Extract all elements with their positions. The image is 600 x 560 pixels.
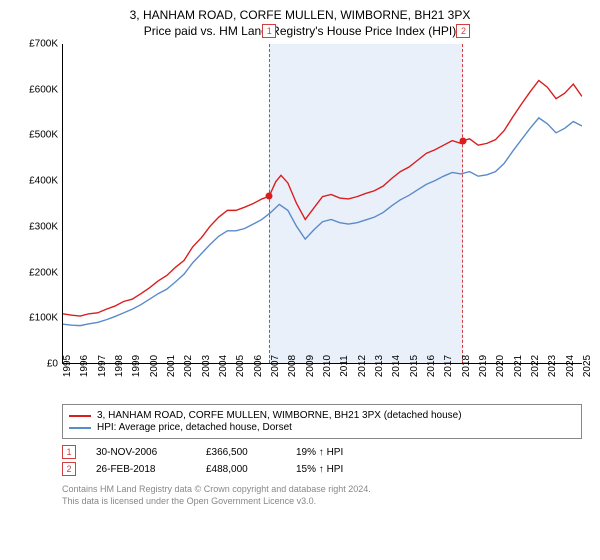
y-tick-label: £100K	[29, 313, 58, 324]
x-tick-label: 2002	[183, 355, 194, 377]
x-tick-label: 2015	[409, 355, 420, 377]
x-tick-label: 2019	[478, 355, 489, 377]
x-tick-label: 2009	[305, 355, 316, 377]
x-tick-label: 1999	[131, 355, 142, 377]
legend-label: HPI: Average price, detached house, Dors…	[97, 422, 292, 433]
x-tick-label: 2020	[495, 355, 506, 377]
plot-area: 12	[62, 44, 582, 364]
y-tick-label: £400K	[29, 176, 58, 187]
transaction-delta: 15% ↑ HPI	[296, 464, 343, 475]
footer-line-2: This data is licensed under the Open Gov…	[62, 496, 586, 508]
legend-swatch	[69, 427, 91, 429]
transaction-dot	[266, 193, 273, 200]
y-tick-label: £300K	[29, 221, 58, 232]
y-tick-label: £500K	[29, 130, 58, 141]
chart-area: £0£100K£200K£300K£400K£500K£600K£700K 12…	[14, 44, 586, 400]
y-tick-label: £600K	[29, 84, 58, 95]
x-tick-label: 2005	[235, 355, 246, 377]
transaction-marker: 1	[262, 24, 276, 38]
footer-line-1: Contains HM Land Registry data © Crown c…	[62, 484, 586, 496]
x-tick-label: 2010	[322, 355, 333, 377]
legend-box: 3, HANHAM ROAD, CORFE MULLEN, WIMBORNE, …	[62, 404, 582, 439]
x-tick-label: 2013	[374, 355, 385, 377]
y-axis-labels: £0£100K£200K£300K£400K£500K£600K£700K	[14, 44, 60, 400]
transaction-marker: 2	[456, 24, 470, 38]
x-tick-label: 2011	[339, 355, 350, 377]
chart-title-1: 3, HANHAM ROAD, CORFE MULLEN, WIMBORNE, …	[14, 8, 586, 22]
legend-label: 3, HANHAM ROAD, CORFE MULLEN, WIMBORNE, …	[97, 410, 462, 421]
chart-container: 3, HANHAM ROAD, CORFE MULLEN, WIMBORNE, …	[0, 0, 600, 560]
y-tick-label: £700K	[29, 39, 58, 50]
x-tick-label: 2008	[287, 355, 298, 377]
y-tick-label: £200K	[29, 267, 58, 278]
series-line-property	[63, 80, 582, 316]
legend-row: HPI: Average price, detached house, Dors…	[69, 422, 575, 433]
legend-swatch	[69, 415, 91, 417]
x-tick-label: 2016	[426, 355, 437, 377]
x-tick-label: 1995	[62, 355, 73, 377]
x-tick-label: 2021	[513, 355, 524, 377]
chart-title-2: Price paid vs. HM Land Registry's House …	[14, 24, 586, 38]
x-tick-label: 2007	[270, 355, 281, 377]
x-tick-label: 2006	[253, 355, 264, 377]
x-tick-label: 1996	[79, 355, 90, 377]
x-tick-label: 2014	[391, 355, 402, 377]
x-tick-label: 1998	[114, 355, 125, 377]
transaction-price: £488,000	[206, 464, 276, 475]
transaction-row-marker: 2	[62, 462, 76, 476]
x-tick-label: 2003	[201, 355, 212, 377]
line-svg	[63, 44, 582, 363]
transaction-row-marker: 1	[62, 445, 76, 459]
y-tick-label: £0	[47, 359, 58, 370]
x-tick-label: 2001	[166, 355, 177, 377]
transaction-delta: 19% ↑ HPI	[296, 447, 343, 458]
transaction-row: 1 30-NOV-2006 £366,500 19% ↑ HPI	[62, 445, 586, 459]
x-tick-label: 2023	[547, 355, 558, 377]
x-tick-label: 2018	[461, 355, 472, 377]
footer-text: Contains HM Land Registry data © Crown c…	[62, 484, 586, 507]
transaction-price: £366,500	[206, 447, 276, 458]
legend-row: 3, HANHAM ROAD, CORFE MULLEN, WIMBORNE, …	[69, 410, 575, 421]
x-tick-label: 2004	[218, 355, 229, 377]
x-tick-label: 2012	[357, 355, 368, 377]
x-axis-labels: 1995199619971998199920002001200220032004…	[62, 366, 582, 400]
transaction-dot	[460, 137, 467, 144]
x-tick-label: 2017	[443, 355, 454, 377]
x-tick-label: 2024	[565, 355, 576, 377]
x-tick-label: 2022	[530, 355, 541, 377]
x-tick-label: 1997	[97, 355, 108, 377]
transaction-date: 26-FEB-2018	[96, 464, 186, 475]
x-tick-label: 2000	[149, 355, 160, 377]
x-tick-label: 2025	[582, 355, 593, 377]
transactions-block: 1 30-NOV-2006 £366,500 19% ↑ HPI 2 26-FEB-201…	[62, 445, 586, 476]
transaction-date: 30-NOV-2006	[96, 447, 186, 458]
transaction-row: 2 26-FEB-2018 £488,000 15% ↑ HPI	[62, 462, 586, 476]
